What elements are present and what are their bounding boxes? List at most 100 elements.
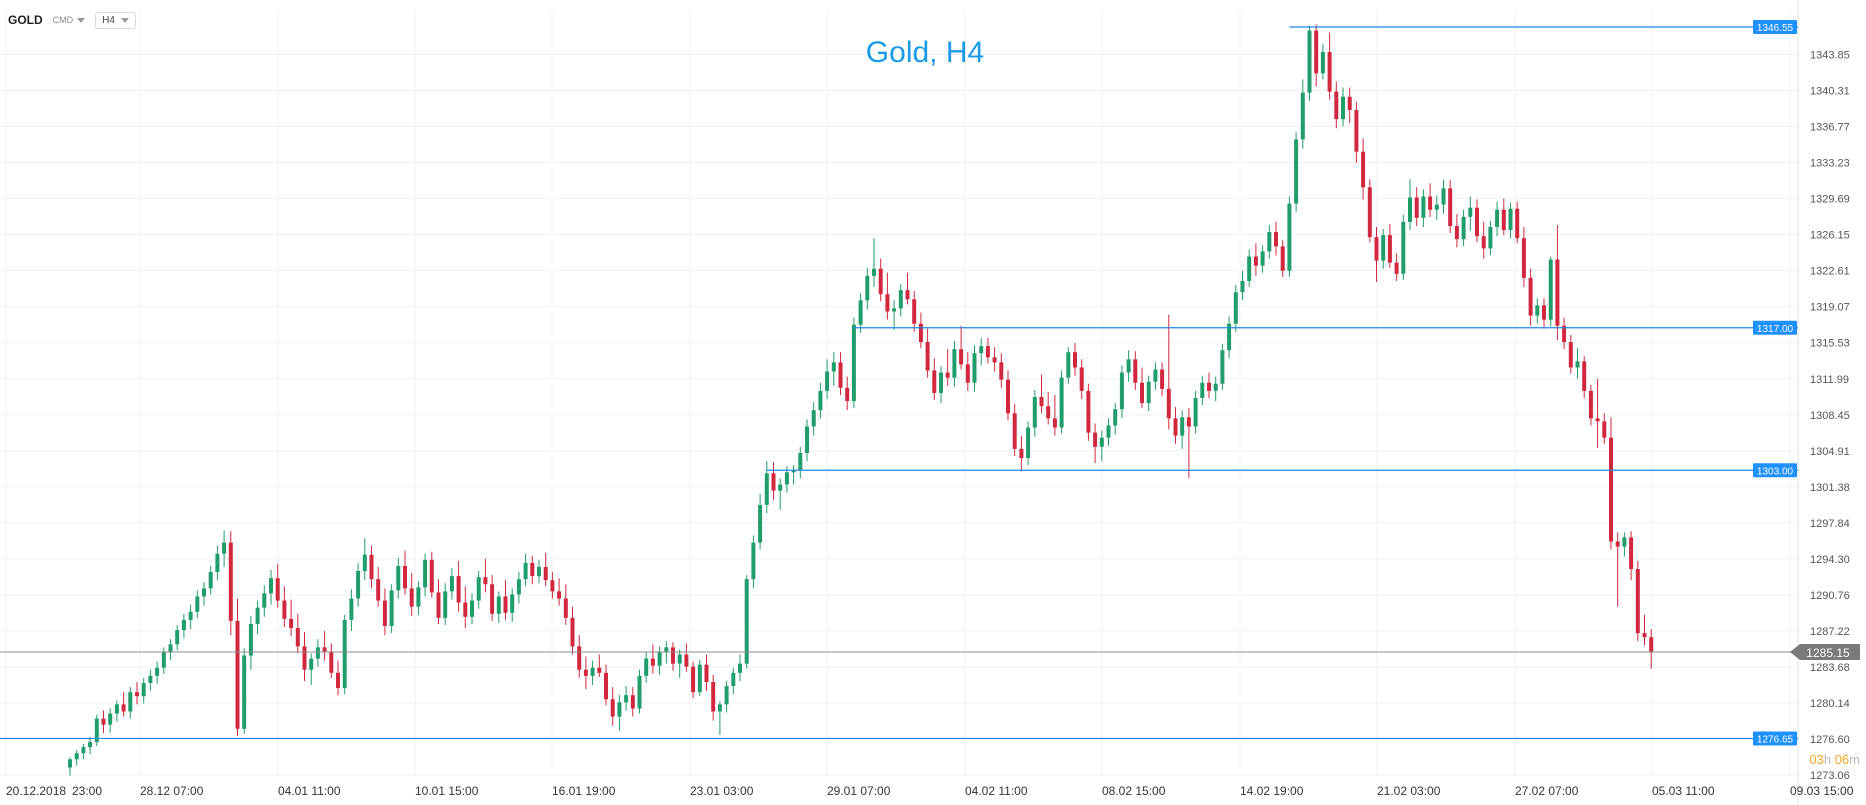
candle-body: [1140, 382, 1144, 404]
candle-body: [1260, 251, 1265, 266]
candle-body: [939, 372, 943, 393]
candle: [851, 317, 856, 409]
candle-body: [1073, 352, 1077, 368]
candle-body: [697, 664, 702, 693]
candle-body: [1106, 425, 1111, 438]
candle: [1461, 209, 1466, 247]
candle-body: [362, 554, 367, 572]
time-tick-label: 10.01 15:00: [415, 784, 479, 798]
candle-body: [1414, 197, 1419, 218]
candle: [1394, 253, 1399, 281]
candle: [1227, 316, 1232, 359]
candle: [1166, 314, 1171, 430]
candle-body: [1394, 262, 1399, 274]
candle-body: [1006, 379, 1010, 414]
candle: [255, 600, 260, 635]
candle-body: [831, 362, 836, 372]
candle-body: [1347, 96, 1352, 110]
candle-body: [342, 619, 347, 689]
candle: [610, 687, 615, 726]
candle: [918, 312, 923, 349]
instrument-type-dropdown[interactable]: CMD: [53, 15, 86, 25]
symbol-label[interactable]: GOLD: [8, 13, 43, 27]
candle: [1642, 614, 1647, 646]
candle-body: [1381, 235, 1386, 261]
time-tick-label: 21.02 03:00: [1377, 784, 1441, 798]
price-tick-label: 1329.69: [1810, 194, 1850, 206]
candle-body: [1341, 96, 1345, 120]
candle-body: [959, 349, 964, 365]
candle-body: [1099, 437, 1104, 447]
price-tick-label: 1283.68: [1810, 662, 1850, 674]
candle: [878, 258, 883, 302]
candle-body: [885, 294, 890, 312]
candle: [1649, 629, 1654, 669]
candle: [181, 613, 186, 639]
candle-body: [315, 647, 320, 659]
candle: [1615, 532, 1620, 607]
candle: [597, 654, 602, 677]
candle-body: [577, 646, 582, 670]
candle: [1481, 221, 1486, 259]
candle: [403, 550, 407, 595]
candle-body: [965, 364, 970, 383]
candle: [1542, 298, 1546, 329]
candle-body: [537, 566, 541, 577]
candle-body: [1481, 236, 1486, 249]
candle: [516, 572, 521, 604]
candle-body: [784, 472, 789, 485]
candle: [322, 631, 327, 661]
candle-body: [443, 591, 448, 618]
candle: [1066, 347, 1071, 384]
candle: [1575, 348, 1580, 379]
level-badge: [1753, 320, 1797, 335]
level-badge-label: 1317.00: [1757, 324, 1794, 335]
candle: [121, 692, 126, 717]
candle-body: [1548, 259, 1553, 320]
candle: [436, 579, 441, 624]
candle: [423, 553, 428, 597]
candle-body: [1026, 427, 1031, 459]
candle: [1555, 224, 1560, 340]
candle: [362, 538, 367, 581]
candle-body: [1562, 325, 1567, 343]
candle-body: [1408, 197, 1412, 222]
candle-body: [1314, 30, 1319, 74]
candle-body: [617, 702, 622, 717]
candle-body: [516, 579, 521, 595]
candle: [503, 580, 508, 620]
candle-body: [1588, 390, 1593, 419]
candle-body: [349, 598, 354, 620]
candle: [302, 632, 307, 681]
price-tick-label: 1308.45: [1810, 410, 1850, 422]
candle-body: [269, 578, 273, 594]
candle-body: [503, 596, 508, 613]
candle: [235, 598, 240, 736]
timeframe-label: H4: [102, 14, 115, 26]
candle: [811, 402, 816, 436]
candle-body: [1635, 568, 1640, 634]
candle-body: [1421, 196, 1426, 218]
candle-body: [382, 600, 387, 626]
candle-body: [215, 553, 220, 573]
grid: [0, 10, 1798, 776]
time-tick-label: 08.02 15:00: [1102, 784, 1166, 798]
candle-body: [1039, 396, 1044, 407]
candle-body: [865, 275, 870, 301]
candle: [671, 642, 675, 671]
candle: [778, 478, 783, 510]
candle: [1501, 198, 1506, 236]
price-axis: 1343.85 1340.31 1336.77 1333.23 1329.69 1326.…: [1810, 49, 1850, 782]
candle-body: [630, 695, 635, 709]
candle: [543, 552, 548, 587]
candle: [1347, 87, 1352, 124]
candle: [68, 757, 72, 776]
candle: [510, 588, 515, 622]
timeframe-dropdown[interactable]: H4: [95, 11, 136, 29]
candle-body: [1207, 382, 1211, 391]
candle: [1508, 202, 1513, 239]
candle: [1595, 378, 1600, 448]
candle: [771, 462, 776, 500]
candle: [1200, 375, 1205, 406]
